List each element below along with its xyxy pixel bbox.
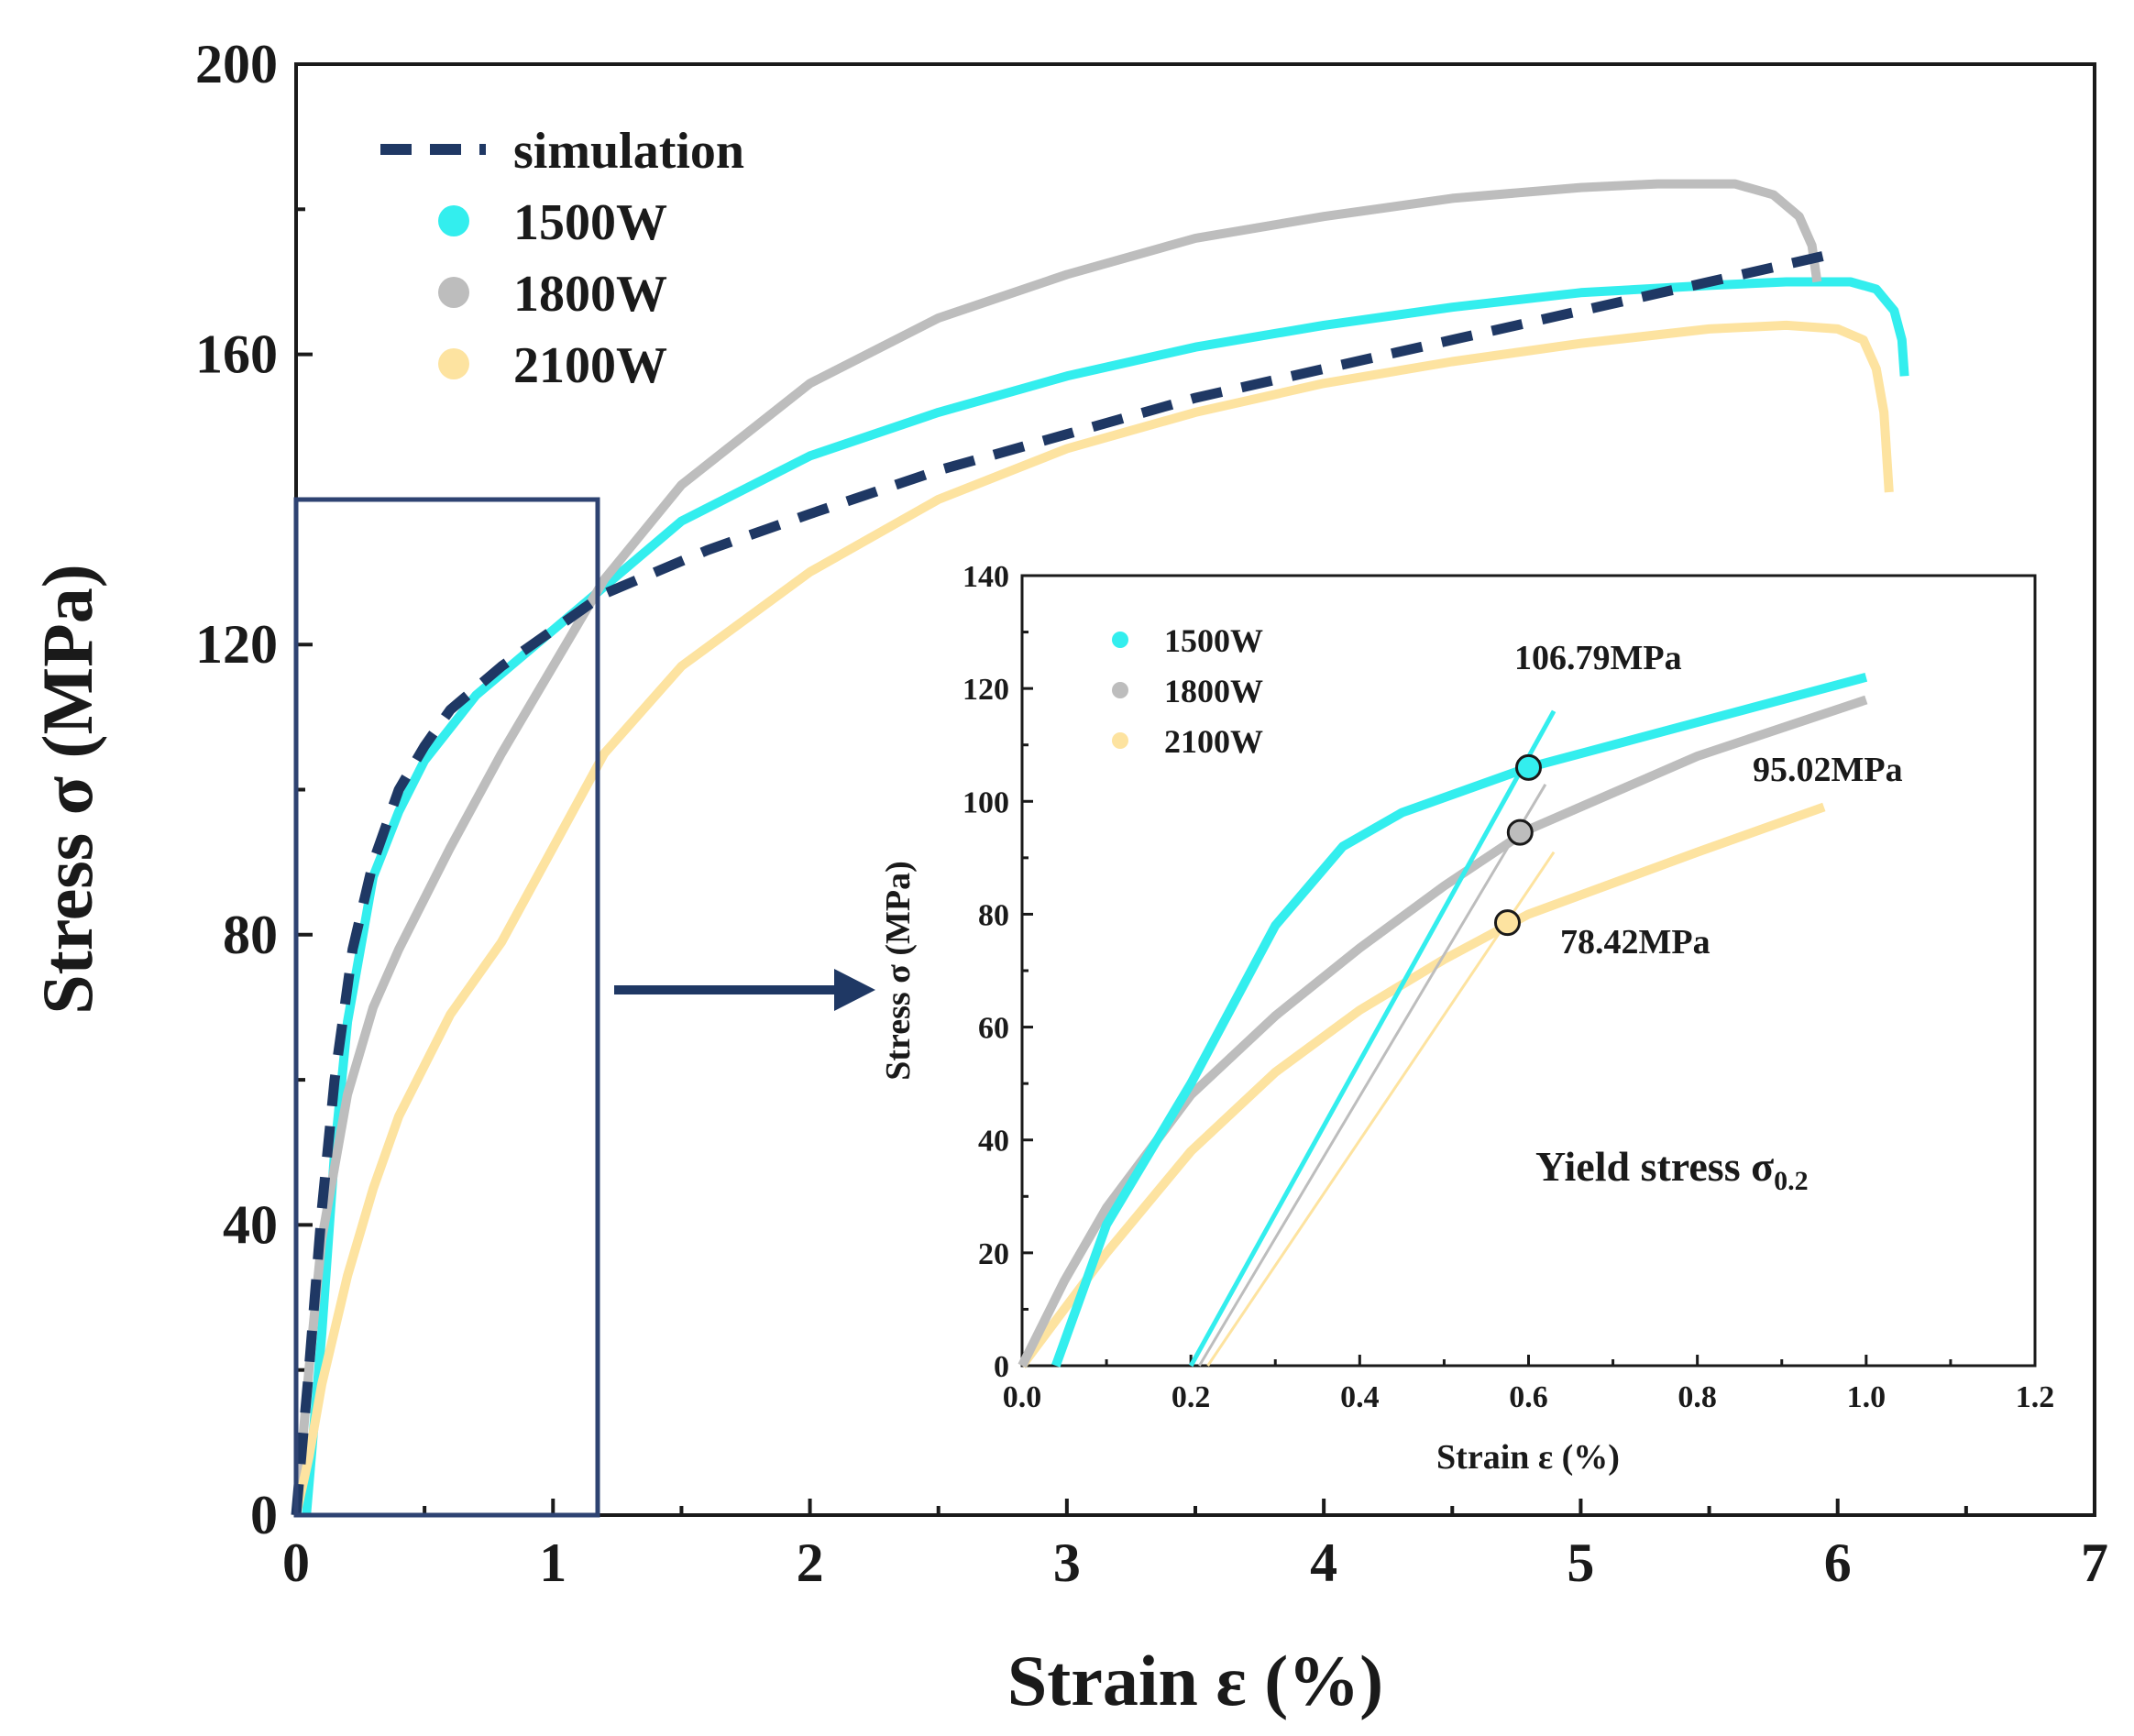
offset-line (1198, 784, 1547, 1367)
main-y-axis-label: Stress σ (MPa) (28, 564, 107, 1015)
inset-y-tick-label: 60 (978, 1012, 1009, 1046)
main-x-tick-label: 4 (1310, 1533, 1337, 1593)
yield-stress-note: Yield stress σ0.2 (1535, 1143, 1809, 1196)
inset-series-group (1018, 672, 1868, 1368)
inset-x-tick-label: 0.2 (1172, 1380, 1211, 1414)
inset-legend-label-1500w: 1500W (1164, 622, 1263, 659)
main-x-tick-label: 1 (539, 1533, 566, 1593)
yield-point-marker (1515, 753, 1542, 781)
inset-chart: 0.0 0.2 0.4 0.6 0.8 1.0 1.2020406080100120140 … (879, 560, 2054, 1477)
main-y-tick-label: 80 (223, 905, 278, 965)
legend-marker-1500w (438, 205, 469, 236)
inset-y-tick-label: 100 (962, 786, 1009, 819)
inset-legend-marker-1800w (1112, 682, 1128, 698)
main-legend: simulation 1500W 1800W 2100W (380, 123, 744, 394)
inset-legend-label-2100w: 2100W (1164, 723, 1263, 760)
yield-point-marker (1493, 909, 1521, 937)
main-y-tick-label: 200 (195, 34, 278, 94)
inset-legend: 1500W 1800W 2100W (1112, 622, 1263, 760)
main-series-1800w (292, 179, 1822, 1516)
inset-y-tick-label: 140 (962, 560, 1009, 594)
legend-label-1800w: 1800W (513, 266, 667, 323)
offset-line (1189, 709, 1556, 1368)
inset-legend-marker-1500w (1112, 632, 1128, 648)
offset-line (1206, 851, 1556, 1367)
inset-x-tick-label: 0.0 (1003, 1380, 1042, 1414)
main-x-tick-label: 3 (1053, 1533, 1081, 1593)
main-x-tick-label: 5 (1567, 1533, 1594, 1593)
main-series-group (291, 179, 1909, 1517)
yield-stress-note-sub: 0.2 (1774, 1166, 1809, 1196)
inset-legend-label-1800w: 1800W (1164, 673, 1263, 709)
yield-point-marker (1506, 819, 1534, 846)
legend-marker-2100w (438, 348, 469, 379)
main-y-tick-label: 0 (250, 1485, 278, 1545)
legend-label-2100w: 2100W (513, 337, 667, 394)
main-x-tick-label: 0 (282, 1533, 310, 1593)
zoom-arrow (614, 969, 875, 1011)
main-y-tick-label: 40 (223, 1194, 278, 1255)
main-y-tick-label: 160 (195, 324, 278, 385)
inset-y-axis-label: Stress σ (MPa) (879, 861, 918, 1080)
inset-y-tick-label: 80 (978, 898, 1009, 932)
inset-x-axis-label: Strain ε (%) (1436, 1438, 1620, 1477)
yield-stress-note-main: Yield stress σ (1535, 1143, 1774, 1190)
legend-marker-1800w (438, 277, 469, 308)
annotation-95-02: 95.02MPa (1753, 751, 1903, 789)
inset-x-tick-label: 0.4 (1340, 1380, 1380, 1414)
legend-label-1500w: 1500W (513, 194, 667, 251)
inset-plot-frame (1020, 574, 2037, 1368)
legend-label-simulation: simulation (513, 123, 744, 180)
main-x-tick-label: 7 (2081, 1533, 2108, 1593)
inset-x-tick-label: 1.2 (2016, 1380, 2055, 1414)
inset-y-tick-label: 0 (994, 1350, 1009, 1384)
main-series-simulation (291, 247, 1839, 1516)
inset-series-1500w (1051, 672, 1868, 1368)
inset-y-tick-label: 120 (962, 673, 1009, 707)
inset-x-tick-label: 0.8 (1678, 1380, 1717, 1414)
annotation-78-42: 78.42MPa (1560, 923, 1710, 961)
annotation-106-79: 106.79MPa (1514, 639, 1682, 677)
zoom-region-box (293, 497, 600, 1518)
main-x-tick-label: 6 (1824, 1533, 1852, 1593)
inset-y-tick-label: 40 (978, 1125, 1009, 1159)
main-x-tick-label: 2 (797, 1533, 824, 1593)
inset-axis-ticks: 0.0 0.2 0.4 0.6 0.8 1.0 1.2 0 20 40 60 80 100 120 140 (962, 560, 2054, 1414)
inset-x-tick-label: 0.6 (1509, 1380, 1548, 1414)
inset-y-tick-label: 20 (978, 1237, 1009, 1271)
main-y-tick-label: 120 (195, 614, 278, 675)
main-series-2100w (292, 320, 1894, 1517)
main-x-axis-label: Strain ε (%) (1007, 1641, 1383, 1720)
inset-series-1800w (1018, 695, 1868, 1368)
inset-legend-marker-2100w (1112, 732, 1128, 749)
inset-x-tick-label: 1.0 (1847, 1380, 1886, 1414)
